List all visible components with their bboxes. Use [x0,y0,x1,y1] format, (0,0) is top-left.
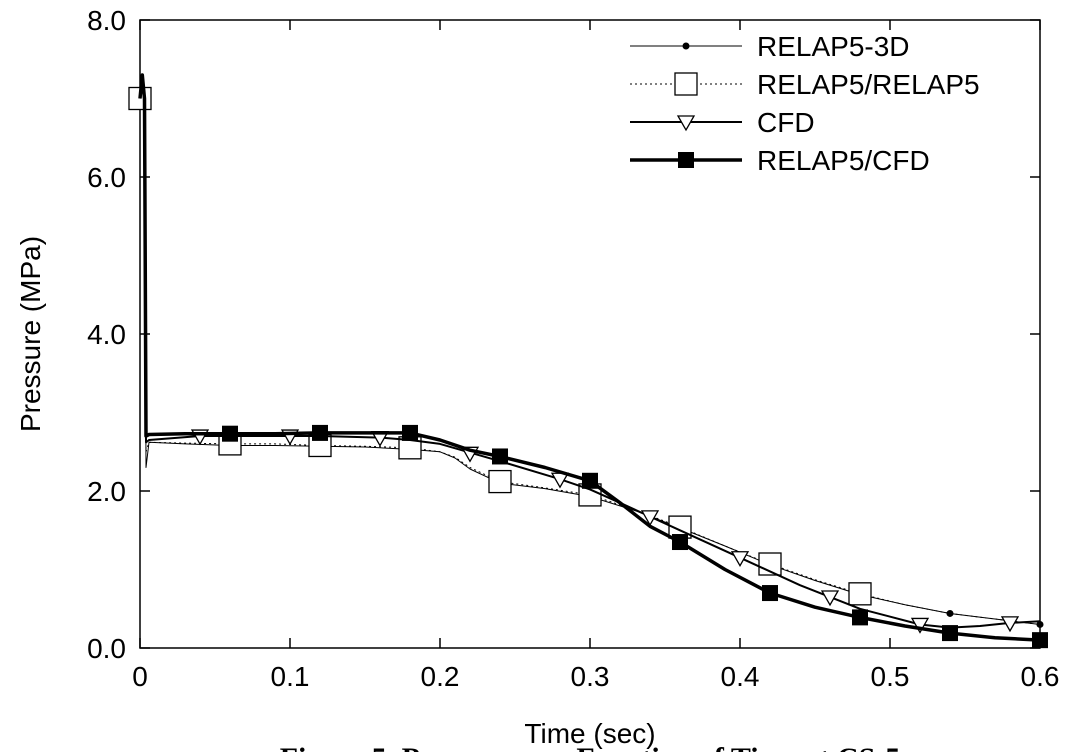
legend: RELAP5-3D RELAP5/RELAP5 CFD RELAP5/CFD [630,31,980,176]
legend-marker [676,115,696,132]
x-tick-label: 0.3 [571,661,610,692]
y-tick-label: 0.0 [87,633,126,664]
y-axis-title: Pressure (MPa) [15,236,46,432]
data-point [762,585,778,602]
legend-item: RELAP5/RELAP5 [630,69,980,100]
data-point [222,425,238,442]
data-point [942,625,958,642]
x-tick-label: 0.5 [871,661,910,692]
axis-ticks: 0 0.1 0.2 0.3 0.4 0.5 0.6 0.0 2.0 4.0 6.0 8.0 [87,5,1059,692]
data-point [640,510,660,527]
data-point [312,424,328,441]
legend-label: CFD [757,107,815,138]
legend-marker [682,42,690,50]
data-point [1000,616,1020,633]
legend-item: CFD [630,107,815,138]
legend-label: RELAP5/CFD [757,145,930,176]
series-4 [138,73,1048,649]
data-point [820,590,840,607]
legend-label: RELAP5/RELAP5 [757,69,980,100]
data-point [1032,632,1048,649]
legend-label: RELAP5-3D [757,31,910,62]
data-point [402,424,418,441]
legend-item: RELAP5/CFD [630,145,930,176]
x-axis-title: Time (sec) [524,718,655,749]
figure-caption: Figure 5. Pressure as a Function of Time… [280,742,901,752]
y-tick-label: 6.0 [87,162,126,193]
y-tick-label: 8.0 [87,5,126,36]
x-tick-label: 0.1 [271,661,310,692]
legend-item: RELAP5-3D [630,31,910,62]
series-3 [139,74,1041,634]
data-point [946,609,954,617]
data-point [582,472,598,489]
data-point [488,469,512,494]
x-tick-label: 0.2 [421,661,460,692]
y-tick-label: 2.0 [87,476,126,507]
x-tick-label: 0.4 [721,661,760,692]
data-point [852,609,868,626]
y-tick-label: 4.0 [87,319,126,350]
series-layer [128,73,1048,649]
data-point [910,617,930,634]
legend-marker [678,152,694,168]
series-line [139,74,1041,629]
data-point [672,534,688,551]
plot-frame [139,19,1041,649]
data-point [492,448,508,465]
x-tick-label: 0.6 [1021,661,1060,692]
legend-marker [674,72,698,96]
x-tick-label: 0 [132,661,148,692]
data-point [848,582,872,606]
data-point [730,551,750,568]
series-line [139,82,1041,625]
